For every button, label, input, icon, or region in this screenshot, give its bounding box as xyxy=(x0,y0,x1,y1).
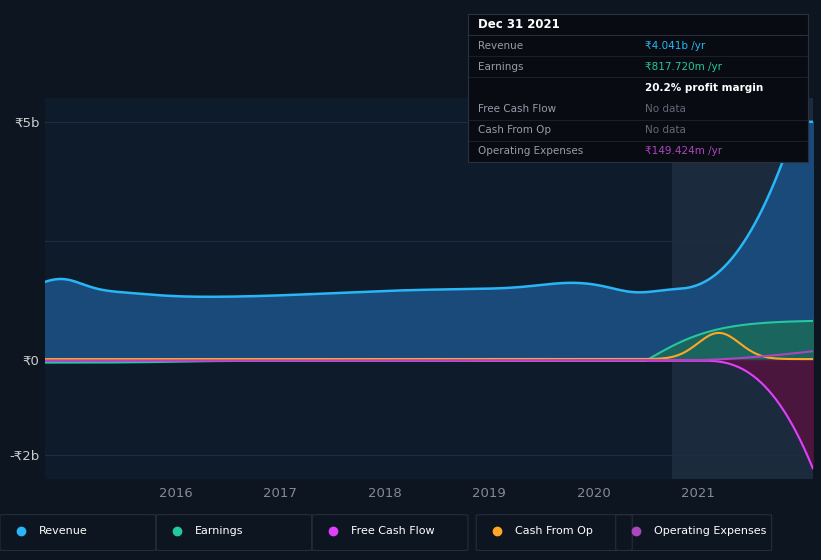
Text: Revenue: Revenue xyxy=(478,41,523,51)
Text: ₹149.424m /yr: ₹149.424m /yr xyxy=(644,146,722,156)
Text: Cash From Op: Cash From Op xyxy=(478,125,551,136)
Text: Dec 31 2021: Dec 31 2021 xyxy=(478,18,560,31)
Bar xyxy=(672,98,813,479)
Text: No data: No data xyxy=(644,104,686,114)
Text: No data: No data xyxy=(644,125,686,136)
Text: Free Cash Flow: Free Cash Flow xyxy=(478,104,557,114)
Text: ₹817.720m /yr: ₹817.720m /yr xyxy=(644,62,722,72)
Text: Revenue: Revenue xyxy=(39,526,87,536)
Text: Operating Expenses: Operating Expenses xyxy=(478,146,584,156)
Text: ₹4.041b /yr: ₹4.041b /yr xyxy=(644,41,705,51)
Text: Earnings: Earnings xyxy=(195,526,243,536)
Text: 20.2% profit margin: 20.2% profit margin xyxy=(644,83,763,93)
Text: Free Cash Flow: Free Cash Flow xyxy=(351,526,434,536)
Text: Operating Expenses: Operating Expenses xyxy=(654,526,767,536)
Text: Cash From Op: Cash From Op xyxy=(515,526,593,536)
Text: Earnings: Earnings xyxy=(478,62,524,72)
